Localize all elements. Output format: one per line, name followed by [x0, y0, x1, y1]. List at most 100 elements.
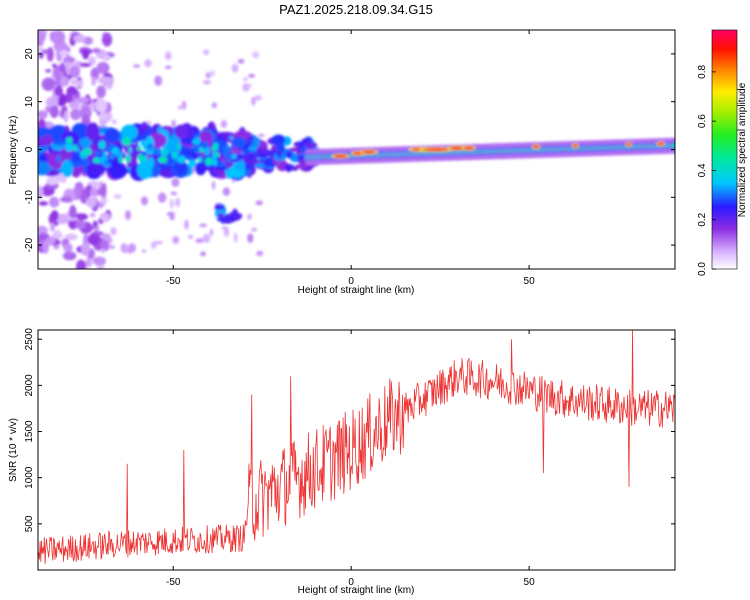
spectrogram-blob [87, 233, 100, 246]
figure-title: PAZ1.2025.218.09.34.G15 [279, 2, 433, 17]
spectrogram-blob [75, 213, 88, 221]
spectrogram-blob [171, 178, 180, 187]
snr-x-ticks: -50 0 50 [166, 330, 535, 588]
spectrogram-panel: -50 0 50 20 10 0 -10 -20 Height of straight li… [8, 29, 676, 296]
spectrogram-blob [203, 49, 210, 56]
spectrogram-blob [67, 137, 73, 145]
spectrogram-blob [232, 137, 247, 148]
y-tick-label: 20 [24, 48, 35, 60]
spectrogram-blob [164, 51, 172, 61]
spectrogram-blob [56, 154, 62, 163]
spectrogram-blob [42, 240, 50, 254]
spectrogram-blob [107, 245, 116, 250]
spectrogram-blob [76, 259, 86, 269]
spectrogram-blob [52, 63, 57, 68]
spectrogram-blob [80, 242, 91, 256]
spectrogram-blob [296, 149, 301, 156]
spectrogram-blob [263, 157, 274, 168]
spectrogram-blob [141, 196, 148, 206]
spectrogram-blob [200, 141, 209, 149]
spectrogram-blob [70, 108, 82, 121]
spectrogram-blob [120, 243, 128, 254]
spectrogram-blob [57, 141, 63, 146]
spectrogram-blob [134, 137, 139, 146]
x-tick-label: -50 [166, 276, 181, 287]
spectrogram-blob [154, 240, 163, 245]
spectrogram-blob [50, 210, 59, 222]
spectrogram-blob [59, 76, 70, 87]
spectrogram-blob [210, 70, 216, 77]
spectrogram-blob [192, 139, 200, 144]
spectrogram-blob [101, 214, 108, 221]
spectrogram-blob [154, 75, 163, 86]
snr-x-label: Height of straight line (km) [298, 585, 415, 596]
spectrogram-blob [65, 143, 74, 152]
spectrogram-blob [60, 196, 72, 203]
spectrogram-blob [236, 160, 246, 172]
spectrogram-blob [157, 192, 167, 203]
spectrogram-blob [137, 153, 144, 162]
x-tick-label: 0 [348, 276, 354, 287]
spectrogram-blob [61, 131, 79, 142]
spectrogram-blob [44, 134, 52, 146]
spectrogram-blob [205, 71, 211, 79]
spectrogram-blob [92, 256, 107, 266]
spectrogram-blob [233, 209, 239, 216]
spectrogram-blob [53, 229, 62, 239]
spectrogram-blob [211, 180, 216, 190]
spectrogram-blob [98, 157, 108, 162]
spectrogram-blob [38, 110, 48, 120]
y-tick-label: 500 [24, 515, 35, 532]
colorbar-ticks: 0.0 0.2 0.4 0.6 0.8 [697, 64, 716, 276]
spectrogram-blob [148, 156, 155, 169]
spectrogram-blob [65, 60, 71, 76]
spectrogram-blob [361, 150, 377, 154]
colorbar-label: Normalized spectral amplitude [737, 82, 748, 217]
spectrogram-y-ticks: 20 10 0 -10 -20 [24, 48, 675, 252]
spectrogram-blob [214, 205, 224, 210]
y-tick-label: 2000 [24, 374, 35, 397]
spectrogram-blob [231, 63, 239, 73]
spectrogram-blob [223, 213, 233, 224]
spectrogram-blob [65, 90, 73, 104]
spectrogram-blob [38, 161, 51, 176]
spectrogram-blob [171, 151, 179, 160]
spectrogram-blob [625, 142, 632, 146]
spectrogram-blob [286, 151, 292, 159]
spectrogram-blob [172, 236, 180, 244]
spectrogram-blob [87, 56, 96, 66]
spectrogram-blob [160, 148, 169, 157]
spectrogram-blob [70, 79, 79, 85]
snr-y-label: SNR (10 * v/v) [8, 418, 19, 482]
spectrogram-blob [122, 136, 132, 146]
spectrogram-blob [257, 133, 265, 137]
spectrogram-blob [248, 145, 258, 152]
spectrogram-blob [268, 153, 276, 158]
spectrogram-blob [118, 157, 124, 163]
spectrogram-blob [211, 102, 218, 109]
spectrogram-blob [178, 105, 182, 110]
x-tick-label: -50 [166, 577, 181, 588]
spectrogram-blob [572, 144, 579, 148]
spectrogram-blob [166, 211, 176, 217]
spectrogram-blob [48, 196, 60, 208]
spectrogram-blob [233, 232, 238, 243]
colorbar-tick-label: 0.6 [697, 114, 708, 128]
spectrogram-blob [98, 140, 106, 150]
spectrogram-blob [198, 157, 203, 163]
colorbar-tick-label: 0.8 [697, 64, 708, 78]
spectrogram-blob [96, 61, 110, 75]
spectrogram-blob [671, 143, 675, 149]
spectrogram-blob [56, 46, 63, 62]
spectrogram-blob [92, 220, 98, 228]
spectrogram-blob [38, 225, 48, 236]
spectrogram-blob [100, 240, 110, 252]
spectrogram-blob [422, 147, 451, 152]
spectrogram-blob [38, 185, 44, 200]
spectrogram-blob [59, 49, 69, 57]
spectrogram-blob [53, 244, 60, 250]
spectrogram-blob [209, 228, 214, 236]
spectrogram-blob [181, 100, 187, 110]
spectrogram-blob [202, 80, 211, 85]
spectrogram-blob [253, 136, 260, 148]
